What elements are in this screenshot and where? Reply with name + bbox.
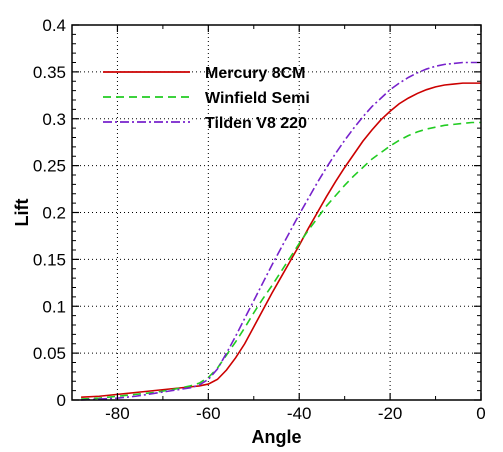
x-tick-label: -40 — [287, 404, 312, 423]
plot-series — [81, 61, 481, 401]
y-tick-label: 0.4 — [42, 16, 66, 35]
series-line-3 — [81, 61, 481, 401]
legend-label-1: Mercury 8CM — [205, 65, 305, 82]
y-tick-label: 0.05 — [33, 344, 66, 363]
y-tick-label: 0.1 — [42, 297, 66, 316]
legend-label-2: Winfield Semi — [205, 90, 310, 107]
series-line-2 — [81, 121, 481, 400]
y-axis-title: Lift — [12, 199, 32, 227]
x-tick-label: 0 — [476, 404, 485, 423]
legend: Mercury 8CM Winfield Semi Tilden V8 220 — [103, 65, 310, 132]
y-tick-label: 0.3 — [42, 110, 66, 129]
x-tick-label: -60 — [196, 404, 221, 423]
legend-label-3: Tilden V8 220 — [205, 115, 307, 132]
y-tick-label: 0.15 — [33, 250, 66, 269]
y-tick-label: 0.25 — [33, 157, 66, 176]
y-tick-label: 0 — [57, 391, 66, 410]
y-tick-label: 0.2 — [42, 204, 66, 223]
x-tick-label: -80 — [105, 404, 130, 423]
x-axis-title: Angle — [251, 427, 301, 447]
axis-ticks: -80 -60 -40 -20 0 0 0.05 0.1 0.15 0.2 0.25 0.3 0.35 0… — [33, 16, 486, 423]
series-line-1 — [81, 82, 481, 398]
y-tick-label: 0.35 — [33, 63, 66, 82]
grid — [72, 25, 481, 400]
x-tick-label: -20 — [378, 404, 403, 423]
